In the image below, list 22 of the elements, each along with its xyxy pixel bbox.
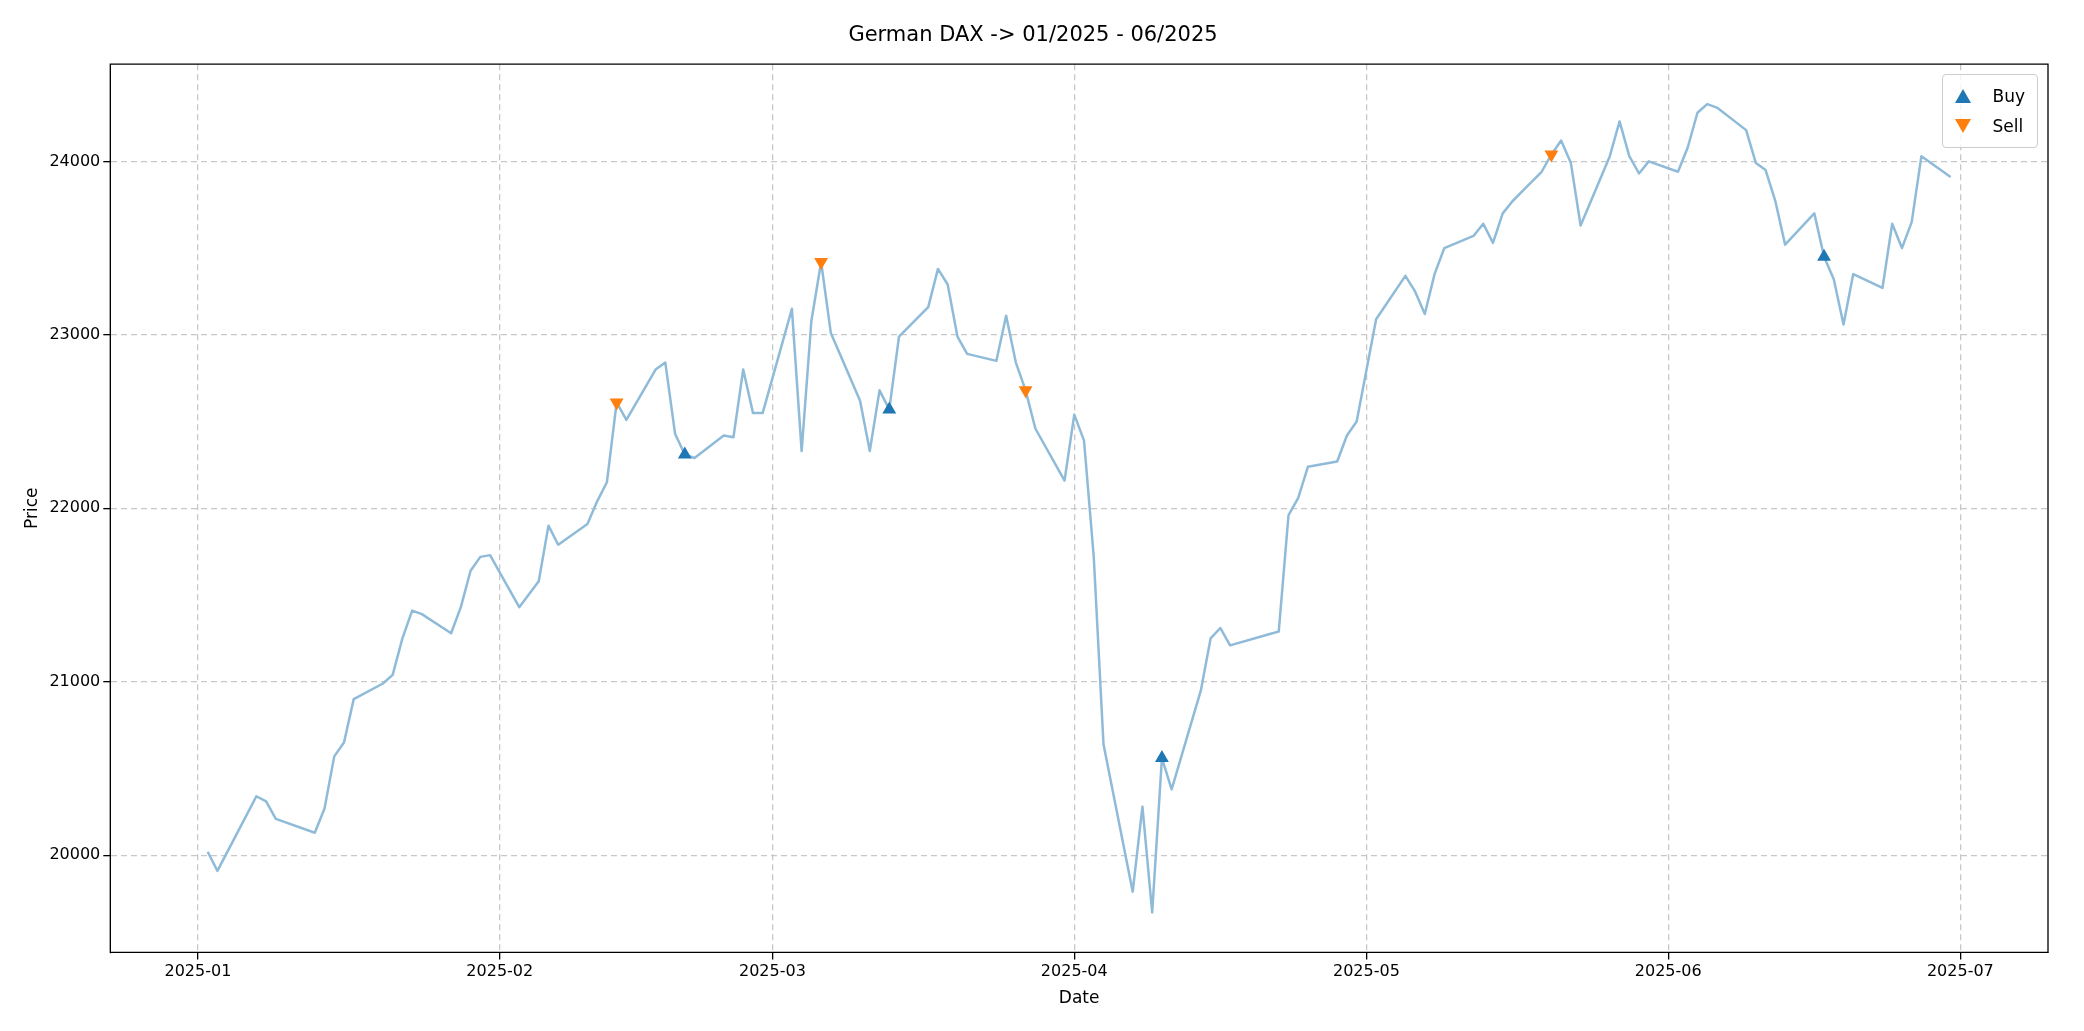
- legend-label: Buy: [1992, 86, 2025, 107]
- point: [814, 257, 829, 270]
- legend-label: Sell: [1992, 116, 2024, 137]
- x-tick-label: 2025-07: [1926, 961, 1994, 981]
- point: [609, 398, 624, 411]
- x-tick-label: 2025-05: [1332, 961, 1400, 981]
- x-axis-title: Date: [1058, 987, 1100, 1008]
- x-tick-label: 2025-01: [164, 961, 232, 981]
- point: [1154, 750, 1169, 763]
- x-tick-label: 2025-04: [1040, 961, 1108, 981]
- y-tick-label: 23000: [49, 323, 101, 343]
- y-tick-label: 21000: [49, 670, 101, 690]
- y-axis-title: Price: [20, 487, 41, 530]
- y-tick-label: 20000: [49, 844, 101, 864]
- point: [1018, 386, 1033, 399]
- x-tick-label: 2025-03: [739, 961, 806, 981]
- chart-title: German DAX -> 01/2025 - 06/2025: [848, 22, 1218, 47]
- point: [1544, 150, 1559, 163]
- y-tick-label: 22000: [49, 497, 101, 517]
- x-tick-label: 2025-02: [466, 961, 534, 981]
- y-tick-label: 24000: [49, 150, 101, 170]
- x-tick-label: 2025-06: [1634, 961, 1702, 981]
